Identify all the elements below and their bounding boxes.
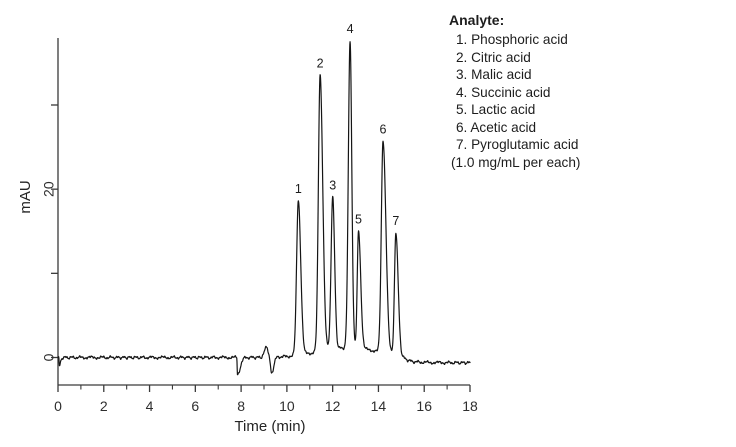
x-tick-label: 12 bbox=[325, 398, 341, 414]
x-tick-label: 16 bbox=[416, 398, 432, 414]
y-axis-title: mAU bbox=[17, 180, 34, 213]
y-tick-label: 0 bbox=[41, 353, 57, 361]
legend-item: 6. Acetic acid bbox=[456, 119, 537, 135]
trace-layer bbox=[57, 41, 471, 376]
legend-item: 2. Citric acid bbox=[456, 49, 531, 65]
chromatogram-trace bbox=[57, 41, 471, 376]
x-tick-label: 6 bbox=[191, 398, 199, 414]
peak-label-5: 5 bbox=[355, 212, 362, 226]
peak-label-4: 4 bbox=[347, 22, 354, 36]
peak-label-2: 2 bbox=[317, 57, 324, 71]
y-tick-label: 20 bbox=[41, 181, 57, 197]
legend-item: 4. Succinic acid bbox=[456, 84, 551, 100]
x-tick-label: 2 bbox=[100, 398, 108, 414]
x-tick-label: 0 bbox=[54, 398, 62, 414]
legend-items: 1. Phosphoric acid 2. Citric acid 3. Malic… bbox=[449, 31, 580, 154]
x-tick-label: 8 bbox=[237, 398, 245, 414]
legend-item: 5. Lactic acid bbox=[456, 102, 536, 117]
legend-item: 3. Malic acid bbox=[456, 67, 532, 82]
peak-label-6: 6 bbox=[380, 122, 387, 136]
legend-item: 1. Phosphoric acid bbox=[456, 32, 568, 47]
x-tick-label: 18 bbox=[462, 398, 478, 414]
legend-note: (1.0 mg/mL per each) bbox=[451, 154, 581, 170]
x-tick-label: 14 bbox=[371, 398, 387, 414]
x-tick-label: 10 bbox=[279, 398, 295, 414]
analyte-legend: Analyte: 1. Phosphoric acid 2. Citric aci… bbox=[449, 11, 580, 171]
peak-labels: 1 2 3 4 5 6 7 bbox=[295, 22, 400, 228]
x-axis-title: Time (min) bbox=[234, 418, 305, 435]
peak-label-3: 3 bbox=[329, 179, 336, 193]
peak-label-7: 7 bbox=[392, 214, 399, 228]
x-tick-label: 4 bbox=[146, 398, 154, 414]
peak-label-1: 1 bbox=[295, 182, 302, 196]
legend-item: 7. Pyroglutamic acid bbox=[456, 137, 579, 152]
legend-title: Analyte: bbox=[449, 12, 505, 28]
